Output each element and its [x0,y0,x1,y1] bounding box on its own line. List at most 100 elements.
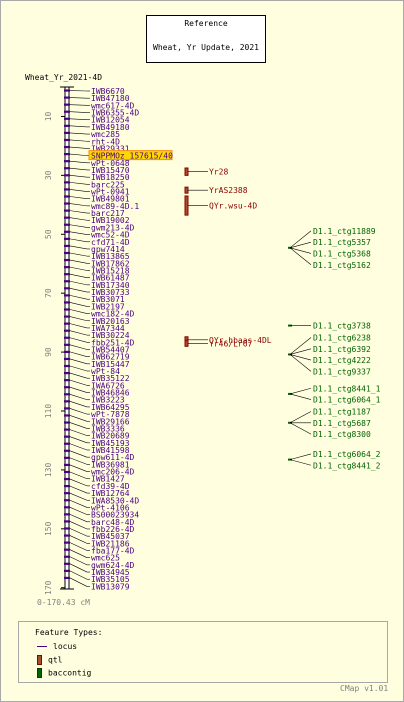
locus-label[interactable]: IWB12054 [91,116,130,125]
locus-label[interactable]: barc217 [91,209,125,218]
locus-label[interactable]: IWB1427 [91,475,125,484]
qtl-label[interactable]: Yr46/Lr67 [209,339,253,348]
locus-label[interactable]: wPt-4106 [91,503,130,512]
locus-label[interactable]: BS00023934 [91,511,139,520]
qtl-label[interactable]: Yr28 [209,168,228,177]
locus-label[interactable]: IWB29166 [91,417,130,426]
locus-label[interactable]: SNPPMOz_157615/40 [91,152,173,161]
locus-label[interactable]: fbb226-4D [91,525,135,534]
locus-label[interactable]: IWB3071 [91,295,125,304]
locus-label[interactable]: IWB61487 [91,274,130,283]
locus-label[interactable]: IWB15447 [91,360,130,369]
contig-label[interactable]: D1.1_ctg5368 [313,249,371,258]
reference-name[interactable]: Wheat, Yr Update, 2021 [153,43,259,52]
contig-label[interactable]: D1.1_ctg3738 [313,322,371,331]
locus-label[interactable]: IWB45193 [91,439,130,448]
locus-label[interactable]: cfd71-4D [91,238,130,247]
contig-label[interactable]: D1.1_ctg8300 [313,430,371,439]
locus-label[interactable]: IWB3223 [91,396,125,405]
contig-label[interactable]: D1.1_ctg5687 [313,419,371,428]
locus-leader-line [69,238,88,243]
contig-label[interactable]: D1.1_ctg6392 [313,345,371,354]
locus-label[interactable]: wmc625 [91,554,120,563]
contig-label[interactable]: D1.1_ctg5357 [313,238,371,247]
locus-label[interactable]: gpw7414 [91,245,125,254]
locus-label[interactable]: IWB21186 [91,539,130,548]
locus-label[interactable]: wmc617-4D [91,101,135,110]
qtl-bar[interactable] [184,339,189,347]
locus-label[interactable]: wmc285 [91,130,120,139]
qtl-label[interactable]: YrAS2388 [209,186,248,195]
locus-label[interactable]: IWB19002 [91,216,130,225]
locus-label[interactable]: wmc89-4D.1 [91,202,139,211]
locus-label[interactable]: wmc182-4D [91,310,135,319]
locus-label[interactable]: wmc52-4D [91,231,130,240]
locus-label[interactable]: IWA8530-4D [91,496,139,505]
locus-label[interactable]: barc225 [91,180,125,189]
locus-label[interactable]: IWB13865 [91,252,130,261]
locus-label[interactable]: IWB62719 [91,353,130,362]
locus-label[interactable]: IWB30224 [91,331,130,340]
locus-label[interactable]: IWA7344 [91,324,125,333]
locus-label[interactable]: IWB45037 [91,532,130,541]
locus-label[interactable]: wPt-0648 [91,159,130,168]
contig-label[interactable]: D1.1_ctg8441_1 [313,384,381,393]
locus-label[interactable]: IWB15470 [91,166,130,175]
locus-label[interactable]: wmc206-4D [91,468,135,477]
contig-label[interactable]: D1.1_ctg6064_1 [313,396,381,405]
map-title[interactable]: Wheat_Yr_2021-4D [25,73,103,82]
locus-label[interactable]: wPt-84 [91,367,120,376]
qtl-label[interactable]: QYr.wsu-4D [209,202,257,211]
locus-label[interactable]: IWB20689 [91,432,130,441]
locus-leader-line [69,450,88,458]
locus-label[interactable]: fba177-4D [91,547,135,556]
contig-label[interactable]: D1.1_ctg6064_2 [313,450,381,459]
locus-label[interactable]: IWB15218 [91,267,130,276]
locus-label[interactable]: IWB29331 [91,144,130,153]
locus-label[interactable]: IWB35122 [91,374,130,383]
contig-label[interactable]: D1.1_ctg8441_2 [313,461,381,470]
contig-label[interactable]: D1.1_ctg1187 [313,407,371,416]
locus-label[interactable]: IWB17340 [91,281,130,290]
locus-label[interactable]: IWB6355-4D [91,109,139,118]
qtl-bar[interactable] [184,186,189,194]
locus-label[interactable]: IWB13079 [91,582,130,591]
qtl-label[interactable]: QYr.hbaas-4DL [209,336,272,345]
locus-label[interactable]: IWB18250 [91,173,130,182]
locus-label[interactable]: barc48-4D [91,518,135,527]
locus-label[interactable]: IWB3336 [91,424,125,433]
contig-label[interactable]: D1.1_ctg6238 [313,334,371,343]
locus-label[interactable]: cfd39-4D [91,482,130,491]
locus-label[interactable]: IWB20163 [91,317,130,326]
locus-label[interactable]: IWB41598 [91,446,130,455]
contig-label[interactable]: D1.1_ctg4222 [313,356,371,365]
locus-label[interactable]: IWB49801 [91,195,130,204]
locus-label[interactable]: fbb251-4D [91,338,135,347]
locus-label[interactable]: IWB35105 [91,575,130,584]
locus-leader-line [69,415,88,422]
locus-label[interactable]: wPt-0941 [91,188,130,197]
qtl-bar[interactable] [184,195,189,216]
locus-label[interactable]: gwm624-4D [91,561,135,570]
locus-label[interactable]: IWB49180 [91,123,130,132]
locus-label[interactable]: rht-4D [91,137,120,146]
qtl-bar[interactable] [184,167,189,176]
locus-label[interactable]: IWB34945 [91,568,130,577]
contig-label[interactable]: D1.1_ctg9337 [313,367,371,376]
contig-label[interactable]: D1.1_ctg5162 [313,261,371,270]
locus-label[interactable]: IWB30733 [91,288,130,297]
locus-label[interactable]: IWB64295 [91,403,130,412]
locus-label[interactable]: IWB36981 [91,460,130,469]
locus-label[interactable]: wPt-7878 [91,410,130,419]
locus-label[interactable]: IWB6670 [91,87,125,96]
locus-label[interactable]: IWB47180 [91,94,130,103]
locus-label[interactable]: IWA6726 [91,381,125,390]
locus-label[interactable]: IWB17862 [91,259,130,268]
locus-label[interactable]: IWB46846 [91,389,130,398]
locus-label[interactable]: gpw611-4D [91,453,135,462]
contig-label[interactable]: D1.1_ctg11889 [313,227,376,236]
locus-label[interactable]: IWB54407 [91,345,130,354]
locus-label[interactable]: IWB2197 [91,302,125,311]
locus-label[interactable]: gwm213-4D [91,223,135,232]
locus-label[interactable]: IWB12764 [91,489,130,498]
